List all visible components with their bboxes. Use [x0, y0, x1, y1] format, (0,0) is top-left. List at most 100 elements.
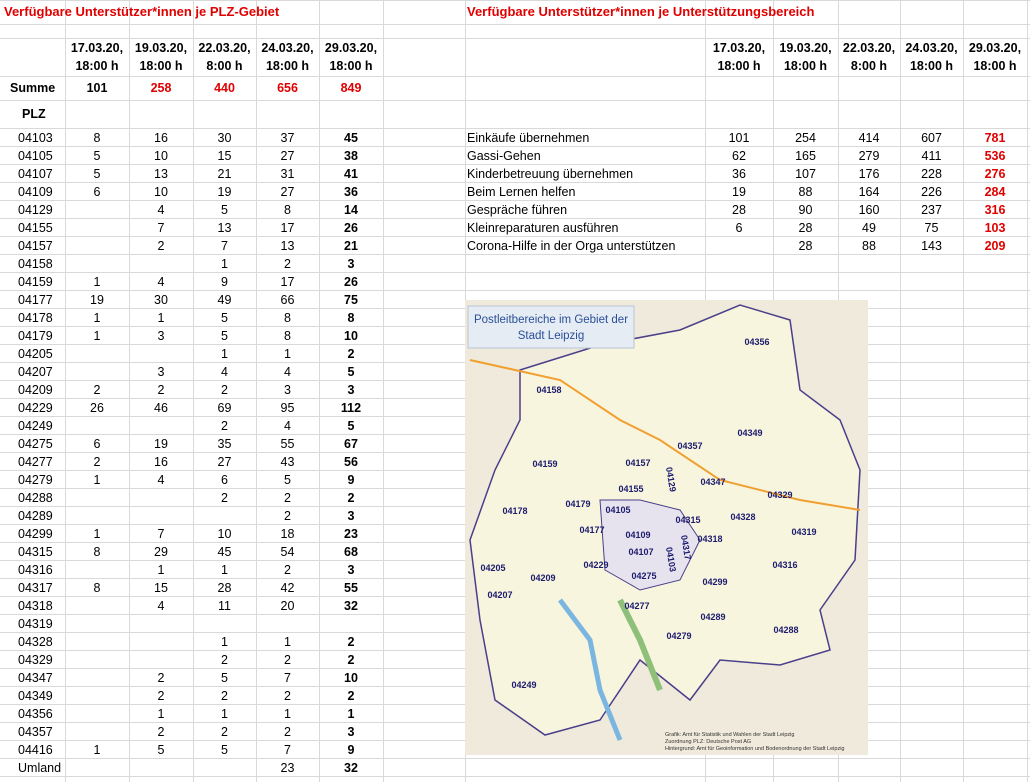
map-label: 04155	[618, 484, 643, 494]
cell-value: 4	[157, 275, 165, 289]
cell-value: 7	[284, 671, 291, 685]
cell-value: 279	[858, 149, 880, 163]
cell-value: 10	[217, 527, 232, 541]
cell-value: 14	[344, 203, 358, 217]
map-label: 04299	[702, 577, 727, 587]
grid-line	[0, 182, 1030, 183]
plz: 04205	[18, 347, 53, 361]
grid-line	[0, 290, 1030, 291]
cell-value: 23	[280, 761, 295, 775]
cell-value: 17	[280, 221, 295, 235]
cell-value: 36	[732, 167, 746, 181]
map-label: 04177	[579, 525, 604, 535]
cell-value: 15	[154, 581, 168, 595]
cell-value: 2	[221, 689, 228, 703]
cell-value: 75	[924, 221, 939, 235]
cell-value: 1	[221, 347, 228, 361]
cell-value: 411	[921, 149, 942, 163]
map-credit: Hintergrund: Amt für Geoinformation und …	[665, 746, 844, 752]
cell-value: 28	[798, 221, 813, 235]
cell-value: 1	[284, 347, 291, 361]
column-header: 17.03.20,	[712, 41, 766, 55]
map-label: 04207	[487, 590, 512, 600]
grid-line	[193, 0, 194, 782]
column-header: 22.03.20,	[198, 41, 251, 55]
lake	[558, 598, 623, 741]
cell-value: 31	[280, 167, 295, 181]
cell-value: 8	[93, 545, 101, 559]
plz-label: PLZ	[22, 107, 46, 121]
grid-line	[0, 254, 1030, 255]
cell-value: 103	[984, 221, 1006, 235]
map-label: 04178	[502, 506, 527, 516]
plz: 04328	[18, 635, 53, 649]
category: Gassi-Gehen	[467, 149, 541, 163]
cell-value: 209	[984, 239, 1006, 253]
cell-value: 2	[157, 725, 165, 739]
column-header: 29.03.20,	[968, 41, 1022, 55]
plz: 04416	[18, 743, 53, 757]
cell-value: 2	[221, 725, 228, 739]
cell-value: 45	[217, 545, 232, 559]
map-label: 04289	[700, 612, 725, 622]
cell-value: 2	[157, 239, 165, 253]
plz: 04103	[18, 131, 53, 145]
cell-value: 2	[347, 653, 355, 667]
column-header: 24.03.20,	[905, 41, 958, 55]
cell-value: 11	[218, 599, 231, 613]
cell-value: 19	[154, 437, 168, 451]
plz: Umland	[18, 761, 62, 775]
cell-value: 536	[984, 149, 1006, 163]
map-label: 04315	[675, 515, 700, 525]
cell-value: 1	[93, 527, 101, 541]
plz: 04109	[18, 185, 53, 199]
plz: 04279	[18, 473, 53, 487]
map-title-box	[467, 305, 635, 349]
cell-value: 1	[93, 473, 101, 487]
cell-value: 5	[221, 311, 228, 325]
cell-value: 107	[795, 167, 816, 181]
cell-value: 5	[221, 203, 228, 217]
cell-value: 1	[221, 257, 228, 271]
cell-value: 5	[93, 149, 101, 163]
cell-value: 28	[217, 581, 232, 595]
plz: 04315	[18, 545, 53, 559]
cell-value: 2	[221, 491, 228, 505]
sum-value: 101	[86, 81, 108, 95]
cell-value: 1	[93, 743, 101, 757]
cell-value: 13	[217, 221, 232, 235]
cell-value: 8	[284, 329, 291, 343]
grid-line	[319, 0, 320, 782]
plz: 04158	[18, 257, 53, 271]
cell-value: 5	[221, 671, 228, 685]
cell-value: 2	[284, 653, 291, 667]
forest	[617, 598, 663, 692]
map-label: 04275	[631, 571, 656, 581]
map-credit: Grafik: Amt für Statistik und Wahlen der…	[665, 732, 794, 738]
cell-value: 20	[280, 599, 295, 613]
cell-value: 35	[217, 437, 232, 451]
cell-value: 41	[344, 167, 358, 181]
cell-value: 3	[157, 329, 165, 343]
cell-value: 9	[221, 275, 228, 289]
map-label: 04318	[697, 534, 722, 544]
cell-value: 49	[217, 293, 232, 307]
cell-value: 95	[280, 401, 295, 415]
cell-value: 26	[90, 401, 104, 415]
map: Postleitbereiche im Gebiet der Stadt Lei…	[465, 300, 868, 755]
map-label: 04159	[532, 459, 557, 469]
grid-line	[0, 200, 1030, 201]
center-area	[599, 499, 701, 591]
cell-value: 316	[984, 203, 1006, 217]
map-label: 04277	[624, 601, 649, 611]
map-label: 04157	[625, 458, 650, 468]
plz: 04329	[18, 653, 53, 667]
cell-value: 10	[154, 149, 168, 163]
grid-line	[963, 0, 964, 782]
column-header: 17.03.20,	[70, 41, 124, 55]
cell-value: 2	[157, 383, 165, 397]
cell-value: 10	[344, 329, 358, 343]
cell-value: 90	[798, 203, 813, 217]
map-label: 04249	[511, 680, 536, 690]
